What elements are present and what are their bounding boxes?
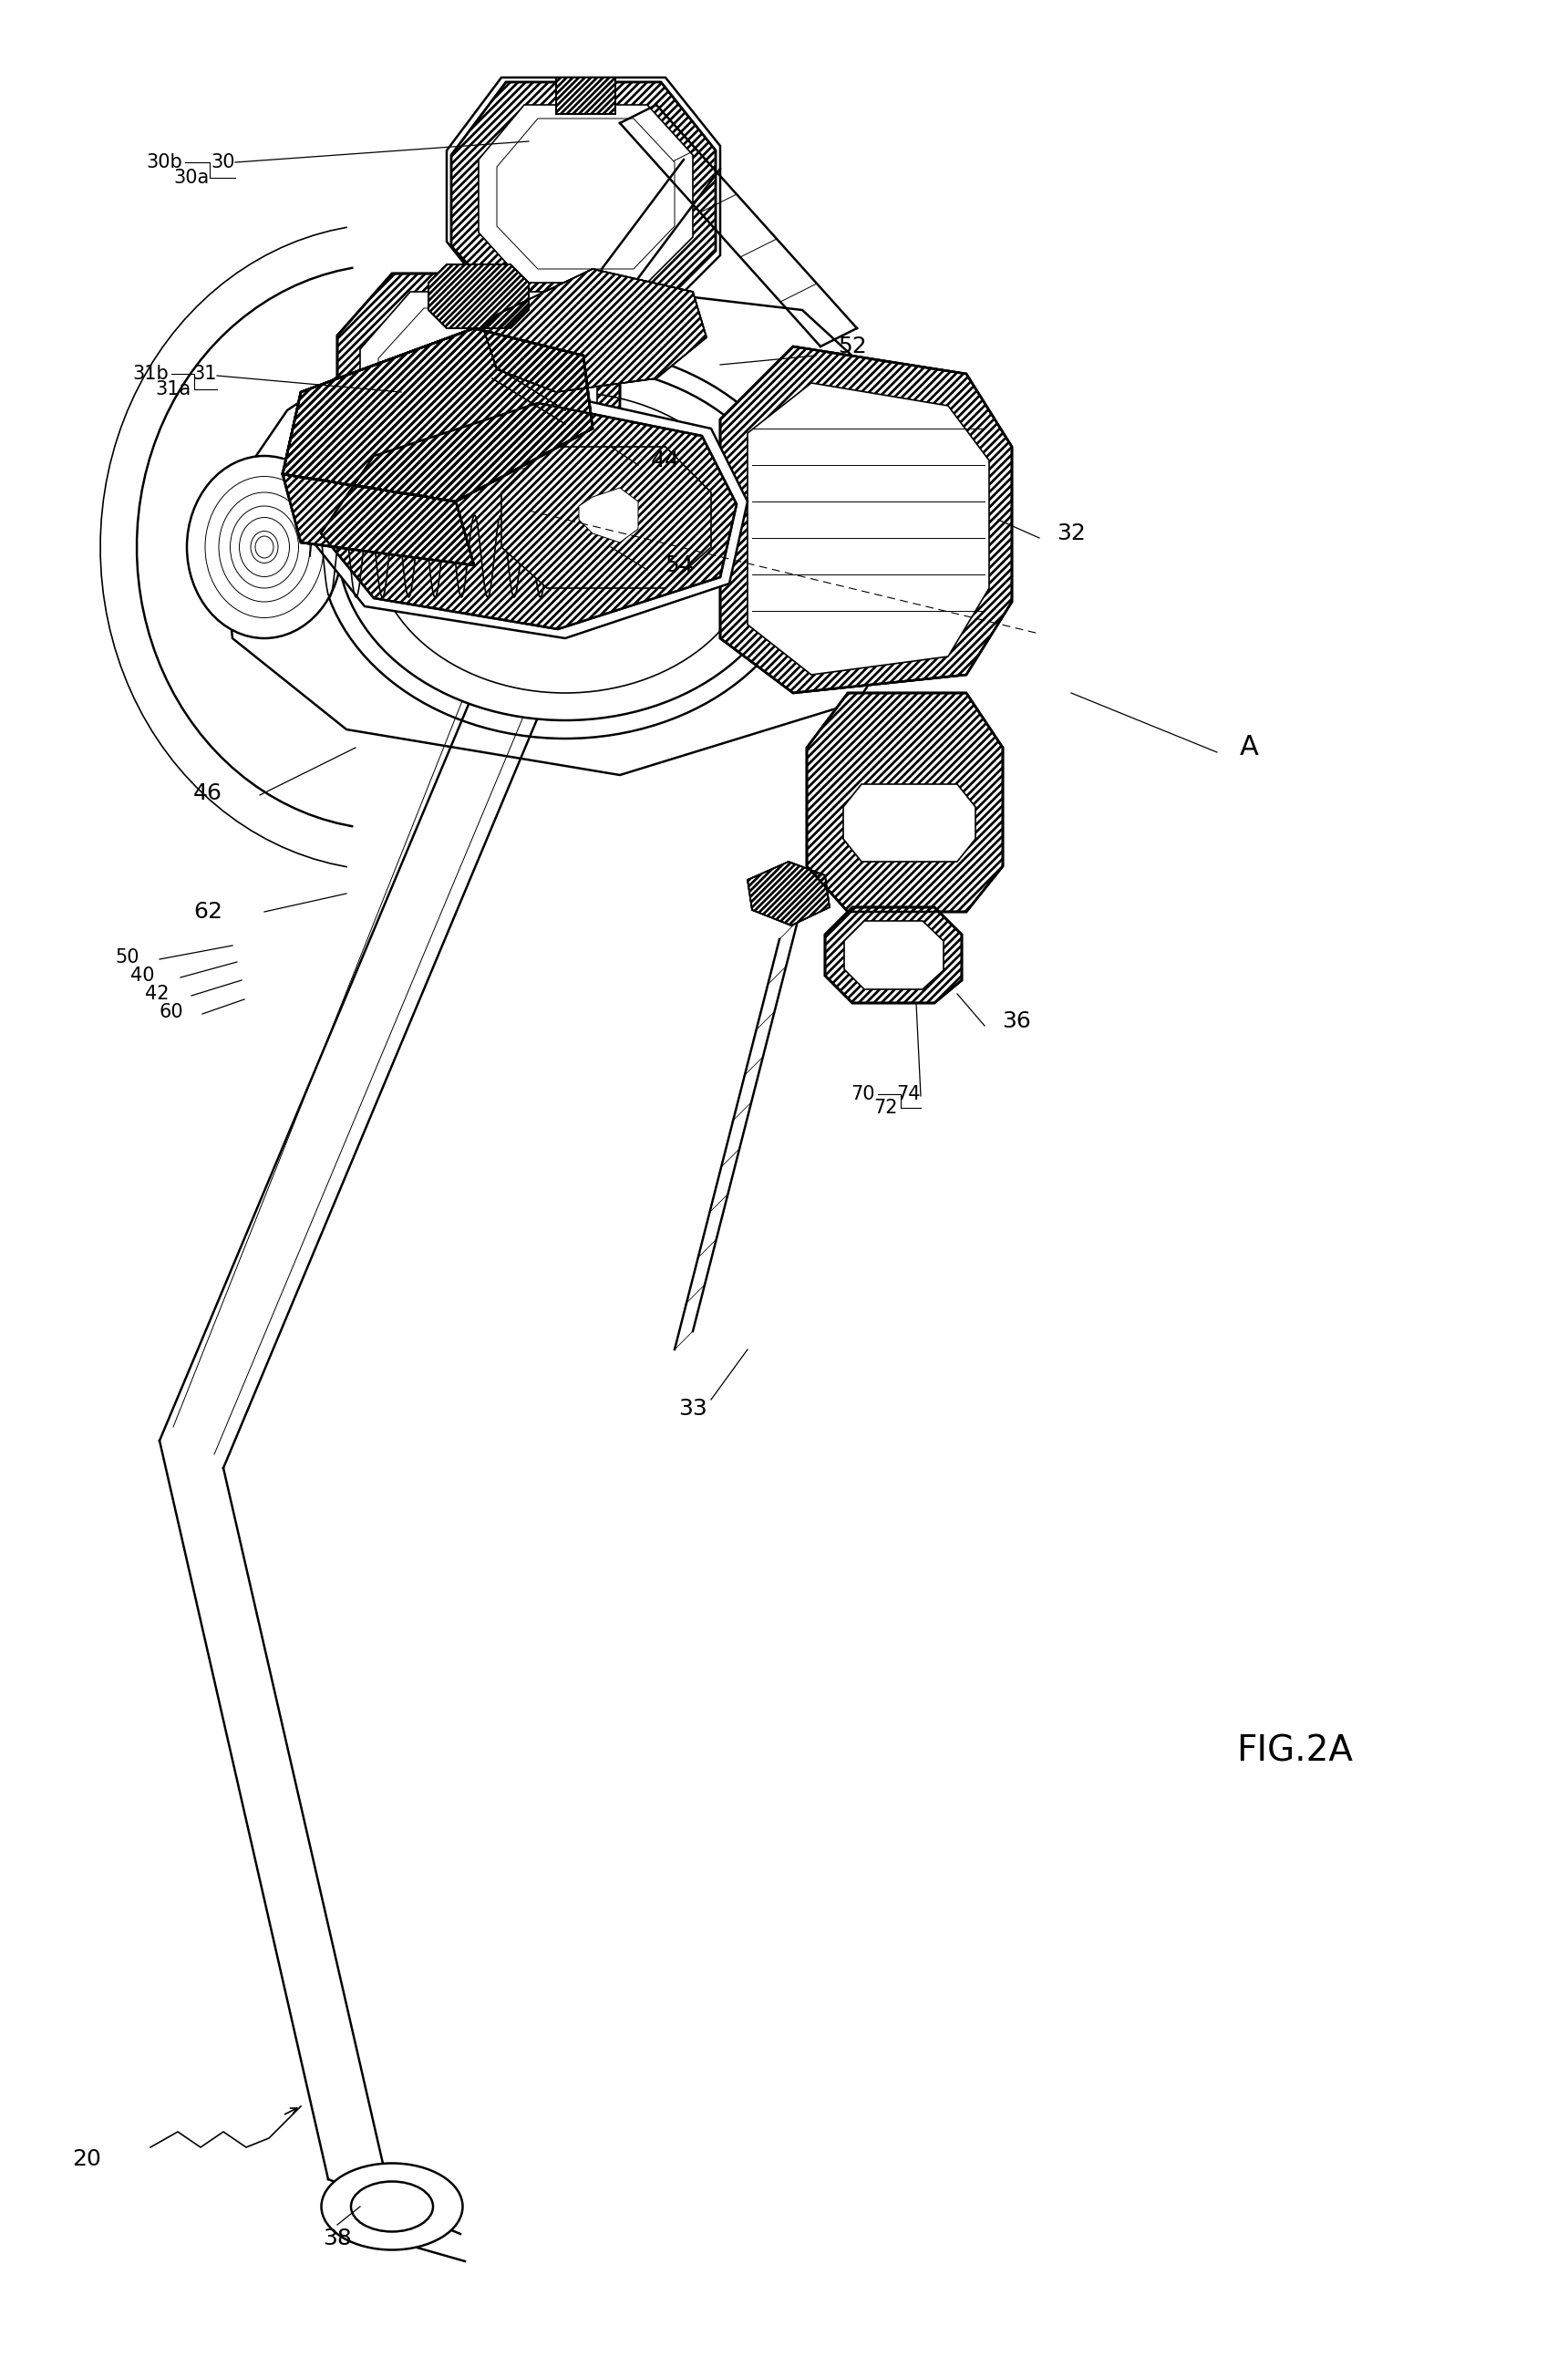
Text: 72: 72 — [873, 1098, 898, 1117]
Text: 50: 50 — [116, 948, 140, 966]
Text: 74: 74 — [897, 1084, 920, 1103]
Ellipse shape — [256, 535, 273, 559]
Polygon shape — [844, 785, 975, 863]
Polygon shape — [844, 922, 944, 990]
Text: 62: 62 — [193, 900, 223, 922]
Ellipse shape — [351, 2183, 433, 2232]
Ellipse shape — [220, 493, 310, 601]
Text: 46: 46 — [193, 783, 223, 804]
Ellipse shape — [251, 530, 278, 563]
Text: 20: 20 — [72, 2147, 100, 2171]
Text: 70: 70 — [851, 1084, 875, 1103]
Ellipse shape — [337, 365, 793, 721]
Polygon shape — [502, 448, 710, 589]
Polygon shape — [337, 273, 619, 500]
Polygon shape — [557, 78, 615, 113]
Text: 33: 33 — [679, 1398, 707, 1419]
Polygon shape — [825, 907, 961, 1004]
Text: 44: 44 — [651, 450, 681, 471]
Polygon shape — [428, 264, 528, 328]
Text: 30: 30 — [212, 153, 235, 172]
Polygon shape — [497, 118, 674, 269]
Text: 52: 52 — [837, 335, 867, 358]
Text: 31: 31 — [193, 365, 216, 382]
Polygon shape — [220, 273, 949, 775]
Polygon shape — [282, 474, 474, 566]
Text: 38: 38 — [323, 2227, 351, 2249]
Text: 31a: 31a — [155, 379, 191, 398]
Text: 36: 36 — [1002, 1011, 1032, 1032]
Polygon shape — [808, 693, 1004, 912]
Text: 54: 54 — [665, 554, 693, 575]
Polygon shape — [579, 488, 638, 542]
Text: FIG.2A: FIG.2A — [1236, 1732, 1353, 1768]
Ellipse shape — [373, 391, 757, 693]
Ellipse shape — [321, 2164, 463, 2251]
Text: 60: 60 — [160, 1004, 183, 1021]
Text: 30a: 30a — [174, 170, 210, 186]
Polygon shape — [310, 391, 748, 639]
Ellipse shape — [240, 519, 290, 577]
Polygon shape — [378, 309, 582, 469]
Polygon shape — [282, 328, 593, 502]
Polygon shape — [720, 346, 1011, 693]
Polygon shape — [748, 382, 989, 674]
Polygon shape — [478, 104, 693, 283]
Ellipse shape — [230, 507, 298, 589]
Text: 42: 42 — [144, 985, 169, 1004]
Ellipse shape — [318, 346, 811, 738]
Text: 32: 32 — [1057, 523, 1085, 544]
Ellipse shape — [187, 455, 342, 639]
Text: 30b: 30b — [146, 153, 182, 172]
Text: A: A — [1239, 735, 1259, 761]
Text: 40: 40 — [130, 966, 154, 985]
Polygon shape — [483, 269, 707, 391]
Ellipse shape — [205, 476, 323, 618]
Text: 31b: 31b — [132, 365, 169, 382]
Polygon shape — [748, 863, 829, 926]
Polygon shape — [361, 292, 597, 483]
Polygon shape — [447, 78, 720, 311]
